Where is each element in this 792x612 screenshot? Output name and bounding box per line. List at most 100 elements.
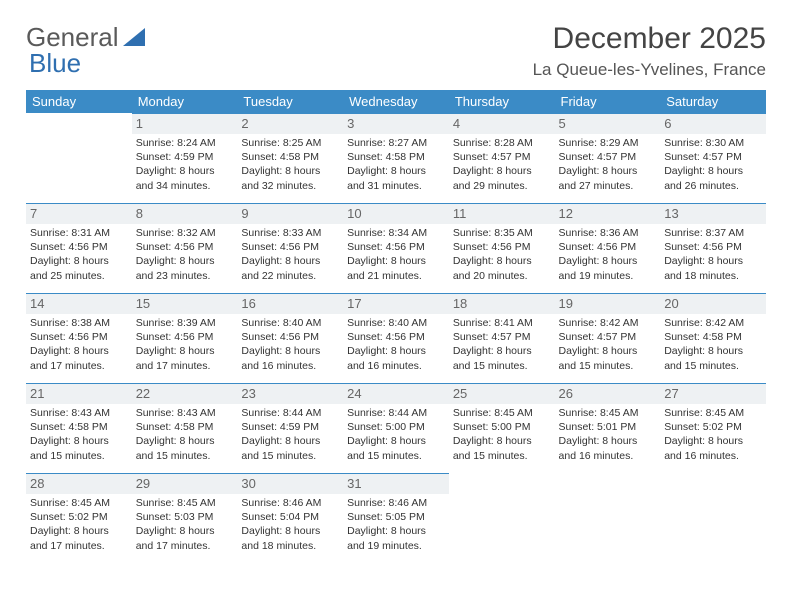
day-number: 26 (559, 386, 573, 401)
day-info: Sunrise: 8:46 AMSunset: 5:05 PMDaylight:… (347, 496, 445, 553)
calendar-cell: 5 Sunrise: 8:29 AMSunset: 4:57 PMDaylight… (555, 113, 661, 203)
day-number: 24 (347, 386, 361, 401)
calendar-cell: 22Sunrise: 8:43 AMSunset: 4:58 PMDayligh… (132, 383, 238, 473)
day-info: Sunrise: 8:44 AMSunset: 5:00 PMDaylight:… (347, 406, 445, 463)
day-info: Sunrise: 8:28 AMSunset: 4:57 PMDaylight:… (453, 136, 551, 193)
day-info: Sunrise: 8:45 AMSunset: 5:01 PMDaylight:… (559, 406, 657, 463)
day-number: 8 (136, 206, 143, 221)
day-number: 11 (453, 206, 467, 221)
weekday-header: Saturday (660, 90, 766, 113)
day-number: 21 (30, 386, 44, 401)
day-info: Sunrise: 8:45 AMSunset: 5:02 PMDaylight:… (664, 406, 762, 463)
logo-triangle-icon (123, 22, 145, 53)
day-info: Sunrise: 8:46 AMSunset: 5:04 PMDaylight:… (241, 496, 339, 553)
day-number: 19 (559, 296, 573, 311)
calendar-cell: 25 Sunrise: 8:45 AMSunset: 5:00 PMDayligh… (449, 383, 555, 473)
day-info: Sunrise: 8:37 AMSunset: 4:56 PMDaylight:… (664, 226, 762, 283)
calendar-body: 1Sunrise: 8:24 AMSunset: 4:59 PMDaylight… (26, 113, 766, 563)
calendar-cell: 31 Sunrise: 8:46 AMSunset: 5:05 PMDayligh… (343, 473, 449, 563)
day-info: Sunrise: 8:30 AMSunset: 4:57 PMDaylight:… (664, 136, 762, 193)
calendar-cell (26, 113, 132, 203)
title-block: December 2025 La Queue-les-Yvelines, Fra… (533, 22, 766, 80)
day-info: Sunrise: 8:40 AMSunset: 4:56 PMDaylight:… (241, 316, 339, 373)
weekday-header: Monday (132, 90, 238, 113)
month-title: December 2025 (533, 22, 766, 56)
day-number: 13 (664, 206, 678, 221)
day-info: Sunrise: 8:32 AMSunset: 4:56 PMDaylight:… (136, 226, 234, 283)
day-number: 28 (30, 476, 44, 491)
logo-text-2: Blue (29, 48, 81, 79)
calendar-cell: 7 Sunrise: 8:31 AMSunset: 4:56 PMDaylight… (26, 203, 132, 293)
day-info: Sunrise: 8:42 AMSunset: 4:57 PMDaylight:… (559, 316, 657, 373)
day-info: Sunrise: 8:45 AMSunset: 5:02 PMDaylight:… (30, 496, 128, 553)
calendar-cell: 26 Sunrise: 8:45 AMSunset: 5:01 PMDayligh… (555, 383, 661, 473)
day-info: Sunrise: 8:29 AMSunset: 4:57 PMDaylight:… (559, 136, 657, 193)
calendar-cell (449, 473, 555, 563)
day-number: 23 (241, 386, 255, 401)
weekday-header: Friday (555, 90, 661, 113)
day-number: 15 (136, 296, 150, 311)
day-info: Sunrise: 8:44 AMSunset: 4:59 PMDaylight:… (241, 406, 339, 463)
calendar-row: 7 Sunrise: 8:31 AMSunset: 4:56 PMDaylight… (26, 203, 766, 293)
calendar-cell: 24 Sunrise: 8:44 AMSunset: 5:00 PMDayligh… (343, 383, 449, 473)
day-info: Sunrise: 8:36 AMSunset: 4:56 PMDaylight:… (559, 226, 657, 283)
day-number: 6 (664, 116, 671, 131)
calendar-cell: 21 Sunrise: 8:43 AMSunset: 4:58 PMDayligh… (26, 383, 132, 473)
weekday-header: Tuesday (237, 90, 343, 113)
day-number: 5 (559, 116, 566, 131)
calendar-cell: 1Sunrise: 8:24 AMSunset: 4:59 PMDaylight… (132, 113, 238, 203)
calendar-cell: 28 Sunrise: 8:45 AMSunset: 5:02 PMDayligh… (26, 473, 132, 563)
weekday-header: Wednesday (343, 90, 449, 113)
day-number: 20 (664, 296, 678, 311)
day-number: 12 (559, 206, 573, 221)
calendar-cell (660, 473, 766, 563)
day-number: 7 (30, 206, 37, 221)
day-number: 29 (136, 476, 150, 491)
day-number: 3 (347, 116, 354, 131)
calendar-row: 28 Sunrise: 8:45 AMSunset: 5:02 PMDayligh… (26, 473, 766, 563)
calendar-cell: 13 Sunrise: 8:37 AMSunset: 4:56 PMDayligh… (660, 203, 766, 293)
day-info: Sunrise: 8:35 AMSunset: 4:56 PMDaylight:… (453, 226, 551, 283)
calendar-cell: 9Sunrise: 8:33 AMSunset: 4:56 PMDaylight… (237, 203, 343, 293)
calendar-cell: 27Sunrise: 8:45 AMSunset: 5:02 PMDayligh… (660, 383, 766, 473)
day-info: Sunrise: 8:34 AMSunset: 4:56 PMDaylight:… (347, 226, 445, 283)
day-info: Sunrise: 8:43 AMSunset: 4:58 PMDaylight:… (30, 406, 128, 463)
calendar-cell: 8 Sunrise: 8:32 AMSunset: 4:56 PMDaylight… (132, 203, 238, 293)
calendar-cell: 30 Sunrise: 8:46 AMSunset: 5:04 PMDayligh… (237, 473, 343, 563)
calendar-cell: 15Sunrise: 8:39 AMSunset: 4:56 PMDayligh… (132, 293, 238, 383)
day-info: Sunrise: 8:41 AMSunset: 4:57 PMDaylight:… (453, 316, 551, 373)
weekday-header-row: SundayMondayTuesdayWednesdayThursdayFrid… (26, 90, 766, 113)
day-number: 18 (453, 296, 467, 311)
day-number: 1 (136, 116, 143, 131)
weekday-header: Thursday (449, 90, 555, 113)
day-number: 14 (30, 296, 44, 311)
day-info: Sunrise: 8:45 AMSunset: 5:00 PMDaylight:… (453, 406, 551, 463)
day-number: 2 (241, 116, 248, 131)
calendar-cell: 23 Sunrise: 8:44 AMSunset: 4:59 PMDayligh… (237, 383, 343, 473)
day-info: Sunrise: 8:27 AMSunset: 4:58 PMDaylight:… (347, 136, 445, 193)
calendar-cell: 18 Sunrise: 8:41 AMSunset: 4:57 PMDayligh… (449, 293, 555, 383)
calendar-cell: 29 Sunrise: 8:45 AMSunset: 5:03 PMDayligh… (132, 473, 238, 563)
calendar-cell: 17Sunrise: 8:40 AMSunset: 4:56 PMDayligh… (343, 293, 449, 383)
calendar-row: 1Sunrise: 8:24 AMSunset: 4:59 PMDaylight… (26, 113, 766, 203)
day-info: Sunrise: 8:45 AMSunset: 5:03 PMDaylight:… (136, 496, 234, 553)
day-info: Sunrise: 8:31 AMSunset: 4:56 PMDaylight:… (30, 226, 128, 283)
calendar-cell (555, 473, 661, 563)
calendar-cell: 11 Sunrise: 8:35 AMSunset: 4:56 PMDayligh… (449, 203, 555, 293)
day-number: 10 (347, 206, 361, 221)
header: General December 2025 La Queue-les-Yveli… (26, 22, 766, 80)
calendar-page: General December 2025 La Queue-les-Yveli… (0, 0, 792, 585)
day-number: 31 (347, 476, 361, 491)
day-info: Sunrise: 8:38 AMSunset: 4:56 PMDaylight:… (30, 316, 128, 373)
calendar-cell: 16 Sunrise: 8:40 AMSunset: 4:56 PMDayligh… (237, 293, 343, 383)
calendar-cell: 20Sunrise: 8:42 AMSunset: 4:58 PMDayligh… (660, 293, 766, 383)
calendar-cell: 6 Sunrise: 8:30 AMSunset: 4:57 PMDaylight… (660, 113, 766, 203)
calendar-cell: 4Sunrise: 8:28 AMSunset: 4:57 PMDaylight… (449, 113, 555, 203)
day-number: 30 (241, 476, 255, 491)
day-number: 25 (453, 386, 467, 401)
calendar-cell: 12 Sunrise: 8:36 AMSunset: 4:56 PMDayligh… (555, 203, 661, 293)
weekday-header: Sunday (26, 90, 132, 113)
day-number: 16 (241, 296, 255, 311)
day-number: 17 (347, 296, 361, 311)
calendar-cell: 14 Sunrise: 8:38 AMSunset: 4:56 PMDayligh… (26, 293, 132, 383)
